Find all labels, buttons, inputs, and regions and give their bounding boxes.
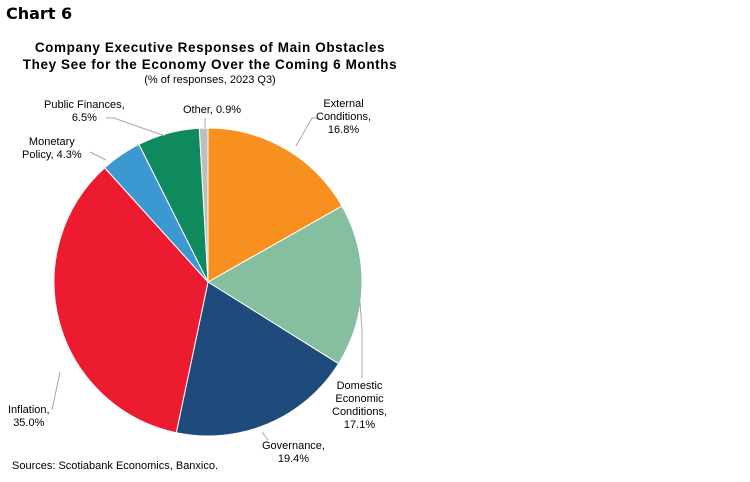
source-note: Sources: Scotiabank Economics, Banxico. xyxy=(12,460,219,472)
data-label-monetary: Monetary Policy, 4.3% xyxy=(22,136,82,161)
data-label-governance: Governance, 19.4% xyxy=(262,440,325,465)
pie-slice-domestic-economic-conditions xyxy=(207,205,363,365)
data-label-domestic: Domestic Economic Conditions, 17.1% xyxy=(332,380,388,431)
chart-title-line-1: Company Executive Responses of Main Obst… xyxy=(34,40,386,55)
chart-title-line-2: They See for the Economy Over the Coming… xyxy=(22,57,398,72)
data-label-other: Other, 0.9% xyxy=(183,104,242,116)
pie-slice-other xyxy=(198,127,209,283)
leader-line-external xyxy=(295,117,320,147)
leader-line-governance xyxy=(261,431,269,441)
data-label-public-finances: Public Finances, 6.5% xyxy=(44,99,125,124)
pie-slice-external-conditions xyxy=(207,127,343,283)
leader-line-public xyxy=(106,117,166,137)
leader-line-inflation xyxy=(51,371,61,411)
pie-slice-inflation xyxy=(53,167,209,434)
data-label-inflation: Inflation, 35.0% xyxy=(8,404,50,429)
leader-line-monetary xyxy=(89,151,107,161)
leader-lines xyxy=(51,117,363,441)
data-label-external: External Conditions, 16.8% xyxy=(316,98,372,136)
pie-slice-governance xyxy=(175,281,340,437)
chart-subtitle: (% of responses, 2023 Q3) xyxy=(144,74,276,86)
chart-number: Chart 6 xyxy=(6,4,73,23)
leader-line-domestic xyxy=(359,301,363,378)
